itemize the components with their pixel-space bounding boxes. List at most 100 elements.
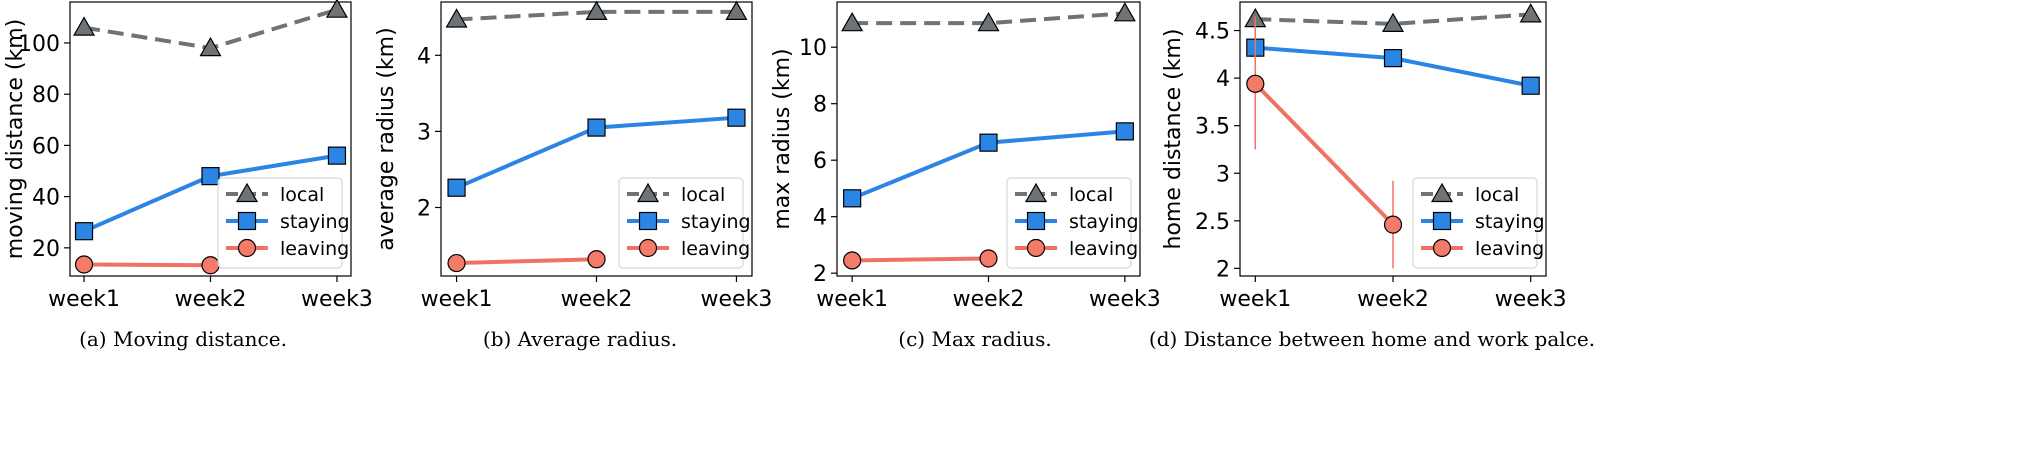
data-point-staying xyxy=(201,167,220,186)
data-point-local xyxy=(1113,2,1136,22)
legend-marker-staying xyxy=(1432,211,1452,231)
y-axis-title: home distance (km) xyxy=(1161,29,1186,250)
legend-marker-staying xyxy=(237,211,257,231)
x-tick-label: week1 xyxy=(816,287,888,312)
data-point-local xyxy=(325,0,348,18)
legend-label-local: local xyxy=(1069,184,1113,206)
data-point-staying xyxy=(447,178,466,197)
legend-marker-leaving xyxy=(1432,238,1452,258)
legend-label-staying: staying xyxy=(280,211,350,233)
legend-marker-leaving xyxy=(237,238,257,258)
y-tick-label: 4 xyxy=(1216,67,1230,92)
y-tick-label: 4 xyxy=(813,206,827,231)
legend-label-local: local xyxy=(280,184,324,206)
legend-marker-leaving xyxy=(1026,238,1046,258)
y-tick-label: 3 xyxy=(1216,162,1230,187)
data-point-local xyxy=(1381,12,1405,32)
series-line-leaving xyxy=(84,262,211,268)
data-point-local xyxy=(73,16,96,36)
legend-label-local: local xyxy=(1475,184,1519,206)
y-tick-label: 2 xyxy=(417,197,431,222)
y-axis-title: average radius (km) xyxy=(374,27,399,250)
legend: local staying leaving xyxy=(618,177,751,269)
legend-marker-leaving xyxy=(638,238,658,258)
x-tick-label: week3 xyxy=(701,287,773,312)
x-tick-label: week3 xyxy=(1495,287,1567,312)
y-tick-label: 8 xyxy=(813,93,827,118)
data-point-leaving xyxy=(447,253,466,273)
data-point-local xyxy=(585,0,608,20)
legend-marker-local xyxy=(1024,182,1048,203)
y-tick-label: 60 xyxy=(32,134,60,159)
panel-caption: (a) Moving distance. xyxy=(79,327,287,351)
data-point-local xyxy=(977,11,1000,32)
y-tick-label: 6 xyxy=(813,149,827,174)
y-tick-label: 100 xyxy=(18,32,60,57)
y-tick-label: 3.5 xyxy=(1195,115,1230,140)
chart-panel-2: 2 3 4 week1 week2 week3 average radius (km) (b)… xyxy=(374,0,773,351)
data-point-staying xyxy=(327,146,347,165)
panel-caption: (b) Average radius. xyxy=(483,327,677,351)
y-tick-label: 2 xyxy=(1216,257,1230,282)
legend-label-leaving: leaving xyxy=(280,238,349,260)
x-tick-label: week3 xyxy=(301,287,373,312)
legend: local staying leaving xyxy=(1412,177,1545,269)
panel-caption: (d) Distance between home and work palce… xyxy=(1149,327,1595,351)
x-tick-label: week2 xyxy=(1357,287,1429,312)
data-point-local xyxy=(445,8,468,28)
series-line-local xyxy=(852,11,1125,26)
legend: local staying leaving xyxy=(217,177,350,269)
y-axis-title: max radius (km) xyxy=(770,48,795,229)
data-point-staying xyxy=(1383,49,1403,68)
chart-panel-1: 20 40 60 80 100 week1 week2 week3 moving distanc… xyxy=(3,0,373,351)
x-tick-label: week1 xyxy=(48,287,120,312)
x-tick-label: week2 xyxy=(953,287,1025,312)
y-tick-label: 10 xyxy=(799,36,827,61)
series-line-local xyxy=(1255,12,1531,26)
legend-marker-local xyxy=(636,182,660,203)
data-point-staying xyxy=(979,133,998,152)
y-tick-label: 3 xyxy=(417,120,431,145)
chart-panel-3: 2 4 6 8 10 week1 week2 week3 max radius (km) (c) … xyxy=(770,1,1161,351)
legend-marker-staying xyxy=(1026,211,1046,231)
data-point-leaving xyxy=(587,250,606,269)
x-tick-label: week1 xyxy=(1219,287,1291,312)
legend: local staying leaving xyxy=(1006,177,1139,269)
data-point-leaving xyxy=(1246,74,1265,93)
data-point-leaving xyxy=(843,251,862,270)
y-tick-label: 40 xyxy=(32,186,60,211)
y-tick-label: 2 xyxy=(813,262,827,287)
y-tick-label: 4.5 xyxy=(1195,20,1230,45)
series-line-leaving xyxy=(852,256,989,263)
legend-label-staying: staying xyxy=(1475,211,1545,233)
legend-label-local: local xyxy=(681,184,725,206)
legend-marker-local xyxy=(235,182,259,203)
x-tick-label: week2 xyxy=(175,287,247,312)
y-tick-label: 2.5 xyxy=(1195,210,1230,235)
series-line-leaving xyxy=(1253,82,1395,227)
legend-label-staying: staying xyxy=(1069,211,1139,233)
y-tick-label: 4 xyxy=(417,44,431,69)
data-point-staying xyxy=(587,118,606,137)
legend-label-leaving: leaving xyxy=(681,238,750,260)
data-point-local xyxy=(199,36,222,57)
y-axis-title: moving distance (km) xyxy=(3,19,28,259)
y-tick-label: 20 xyxy=(32,237,60,262)
legend-marker-local xyxy=(1430,182,1454,203)
legend-label-leaving: leaving xyxy=(1475,238,1544,260)
data-point-leaving xyxy=(1383,215,1403,234)
x-tick-label: week2 xyxy=(561,287,633,312)
chart-panel-4: 2 2.5 3 3.5 4 4.5 week1 week2 week3 home distance… xyxy=(1149,1,1595,351)
data-point-staying xyxy=(1521,76,1540,95)
data-point-staying xyxy=(843,189,862,208)
data-point-leaving xyxy=(74,255,94,274)
data-point-local xyxy=(841,11,864,32)
y-tick-label: 80 xyxy=(32,83,60,108)
legend-label-staying: staying xyxy=(681,211,751,233)
legend-marker-staying xyxy=(638,211,658,231)
data-point-leaving xyxy=(201,256,220,275)
legend-label-leaving: leaving xyxy=(1069,238,1138,260)
data-point-local xyxy=(1519,3,1542,23)
panel-caption: (c) Max radius. xyxy=(898,327,1051,351)
